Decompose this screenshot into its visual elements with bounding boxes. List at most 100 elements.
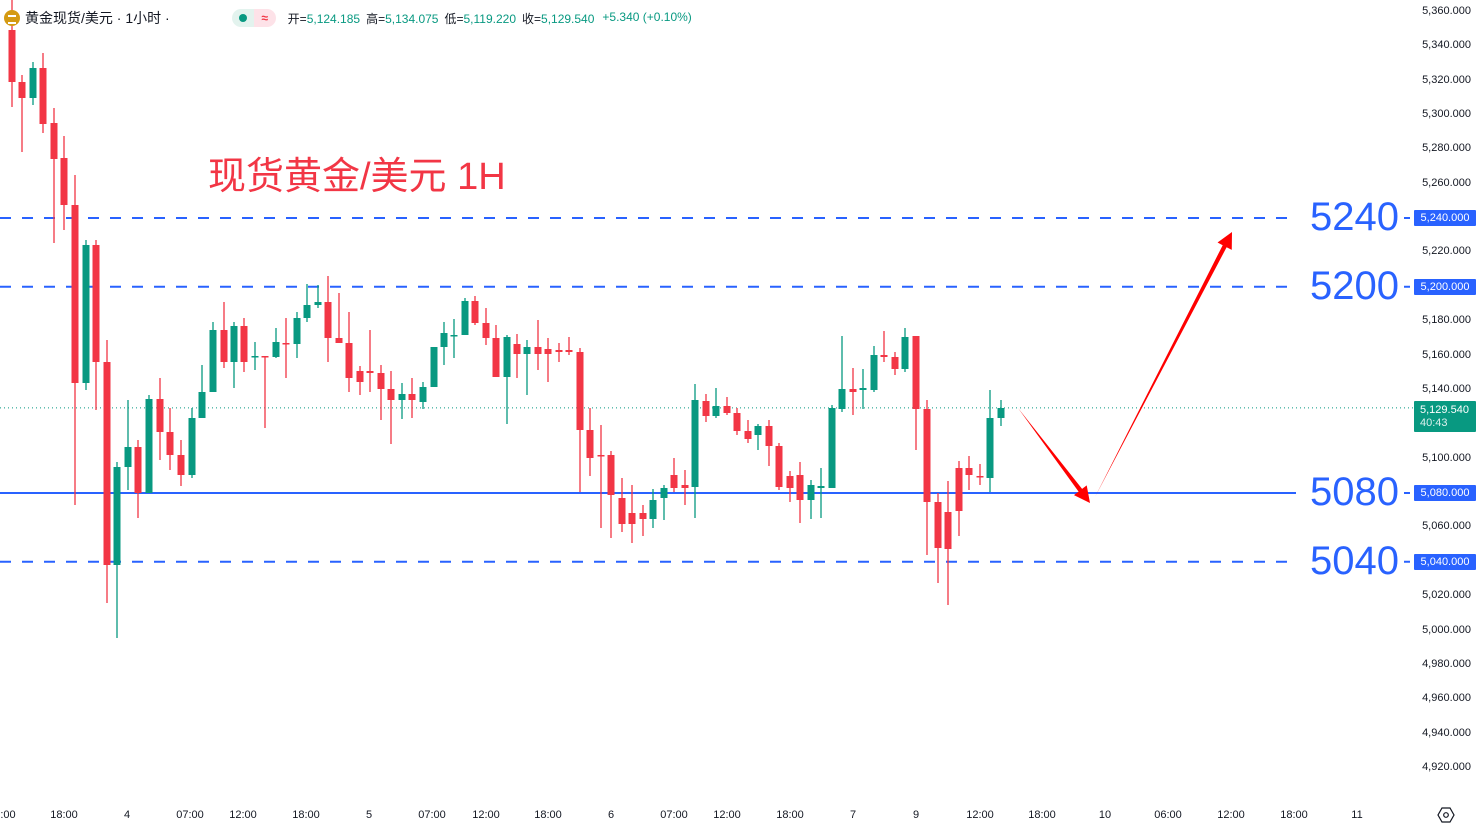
candle-down	[92, 245, 100, 362]
level-tag-5240: 5,240.000	[1414, 210, 1476, 226]
time-tick: 18:00	[776, 809, 804, 821]
candle-down	[744, 431, 752, 439]
chart-settings-icon[interactable]	[1437, 806, 1455, 824]
price-tick: 4,960.000	[1422, 692, 1471, 705]
candle-down	[335, 338, 343, 343]
time-tick: 7	[849, 809, 857, 821]
candle-up	[807, 485, 815, 500]
time-tick: 12:00	[472, 809, 500, 821]
level-tag-5040: 5,040.000	[1414, 554, 1476, 570]
candle-down	[261, 356, 269, 358]
candle-down	[166, 432, 174, 455]
up-arrow-drawing[interactable]	[1095, 232, 1232, 497]
approx-icon: ≈	[253, 9, 276, 27]
price-tick: 5,180.000	[1422, 314, 1471, 327]
candle-down	[103, 362, 111, 565]
annotation-title[interactable]: 现货黄金/美元 1H	[208, 156, 506, 198]
candle-down	[607, 455, 615, 495]
candle-down	[628, 513, 636, 524]
low-label: 低=	[444, 11, 464, 26]
candle-up	[419, 387, 427, 402]
candle-up	[649, 500, 657, 519]
candle-down	[134, 447, 142, 493]
time-tick: 18:00	[534, 809, 562, 821]
candle-down	[544, 349, 552, 354]
candle-up	[503, 337, 511, 377]
candle-down	[880, 355, 888, 357]
down-arrow-drawing[interactable]	[1018, 408, 1090, 503]
candle-down	[356, 371, 364, 382]
candle-down	[408, 394, 416, 400]
time-tick: 11	[1351, 809, 1363, 821]
candle-down	[723, 406, 731, 413]
candle-down	[555, 350, 563, 352]
bar-countdown: 40:43	[1420, 417, 1448, 429]
candle-up	[303, 305, 311, 318]
candle-down	[71, 205, 79, 383]
candle-up	[660, 488, 668, 498]
candle-down	[482, 323, 490, 338]
candle-up	[691, 400, 699, 487]
candle-down	[586, 430, 594, 458]
price-tick: 5,220.000	[1422, 245, 1471, 258]
level-label-5240[interactable]: 5240	[1310, 195, 1399, 239]
symbol-title[interactable]: 黄金现货/美元 · 1小时 ·	[25, 10, 170, 26]
candle-down	[733, 413, 741, 431]
price-tick: 4,940.000	[1422, 726, 1471, 739]
change-value: +5.340 (+0.10%)	[602, 9, 692, 24]
candle-up	[145, 399, 153, 493]
candle-down	[976, 476, 984, 478]
candle-up	[251, 356, 259, 358]
time-tick: 07:00	[660, 809, 688, 821]
candle-down	[220, 330, 228, 362]
candle-up	[838, 389, 846, 409]
candle-down	[934, 502, 942, 548]
level-label-5040[interactable]: 5040	[1310, 539, 1399, 583]
price-tick: 5,300.000	[1422, 107, 1471, 120]
status-pill[interactable]: ≈	[231, 9, 276, 27]
candle-up	[450, 335, 458, 337]
current-price: 5,129.540	[1420, 404, 1469, 416]
candle-down	[891, 357, 899, 369]
time-tick: 4	[123, 809, 131, 821]
candle-up	[901, 337, 909, 369]
candle-up	[430, 347, 438, 387]
price-tick: 5,260.000	[1422, 176, 1471, 189]
candle-down	[377, 373, 385, 389]
candle-up	[986, 418, 994, 478]
price-tick: 5,100.000	[1422, 451, 1471, 464]
time-tick: 12:00	[1217, 809, 1245, 821]
candle-down	[565, 350, 573, 352]
time-tick: 18:00	[292, 809, 320, 821]
candle-up	[124, 447, 132, 467]
candle-up	[29, 68, 37, 98]
time-tick: 9	[912, 809, 920, 821]
candle-down	[471, 301, 479, 323]
candle-down	[618, 498, 626, 524]
price-tick: 5,060.000	[1422, 520, 1471, 533]
candle-up	[440, 333, 448, 347]
candle-down	[39, 68, 47, 124]
candle-down	[849, 389, 857, 392]
time-tick: 07:00	[176, 809, 204, 821]
candle-down	[345, 343, 353, 378]
time-tick: 18:00	[50, 809, 78, 821]
price-tick: 4,920.000	[1422, 761, 1471, 773]
time-tick: 12:00	[229, 809, 257, 821]
candle-down	[576, 352, 584, 430]
level-tag-5080: 5,080.000	[1414, 485, 1476, 501]
candle-up	[188, 418, 196, 475]
candle-down	[639, 513, 647, 519]
time-tick: 5	[365, 809, 373, 821]
candle-up	[198, 392, 206, 418]
current-price-tag: 5,129.540 40:43	[1414, 401, 1476, 432]
market-open-dot-icon	[231, 9, 254, 27]
level-label-5080[interactable]: 5080	[1310, 470, 1399, 514]
candle-down	[965, 468, 973, 475]
candle-up	[272, 342, 280, 357]
candle-up	[828, 408, 836, 488]
candle-down	[492, 338, 500, 377]
close-value: 5,129.540	[541, 11, 595, 26]
level-label-5200[interactable]: 5200	[1310, 264, 1399, 308]
